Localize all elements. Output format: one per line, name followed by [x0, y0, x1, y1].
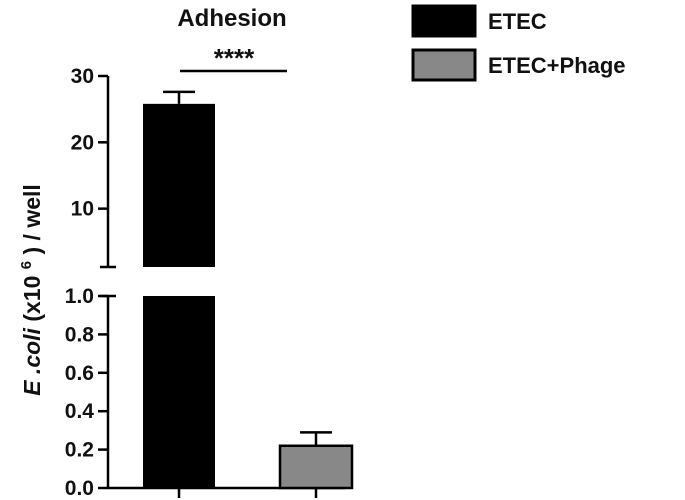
bars [143, 90, 354, 490]
legend: ETEC ETEC+Phage [411, 4, 626, 82]
y-axis-label-sup: 6 [18, 261, 35, 269]
svg-text:E .coli (x10 6: E .coli (x10 6 ) / well [10, 184, 45, 396]
bar-etec-phage [278, 444, 354, 490]
y-axis-label-italic: E .coli [19, 327, 45, 395]
y-lower-tick-label: 1.0 [65, 285, 94, 308]
y-axis-label-pre: (x10 [19, 276, 45, 322]
legend-swatch [411, 48, 477, 82]
chart-title: Adhesion [177, 5, 286, 32]
bar-etec-upper [143, 103, 215, 268]
y-lower-tick-label: 0.8 [65, 323, 95, 346]
y-upper-tick-label: 10 [71, 198, 94, 221]
bar-etec-lower [143, 296, 215, 488]
legend-label: ETEC+Phage [488, 53, 626, 78]
legend-swatch [411, 4, 477, 38]
y-upper-tick-label: 30 [71, 65, 94, 88]
y-lower-tick-label: 0.6 [65, 362, 94, 385]
significance-annotation: **** [180, 43, 287, 73]
y-lower-tick-label: 0.0 [65, 477, 94, 500]
y-lower-tick-label: 0.2 [65, 439, 94, 462]
legend-label: ETEC [488, 9, 547, 34]
y-axis-label: E .coli (x10 6 ) / well [10, 184, 45, 396]
y-upper-tick-label: 20 [71, 131, 94, 154]
significance-stars: **** [214, 43, 255, 73]
y-lower-tick-label: 0.4 [65, 400, 95, 423]
y-axis-label-post: ) / well [19, 184, 45, 254]
